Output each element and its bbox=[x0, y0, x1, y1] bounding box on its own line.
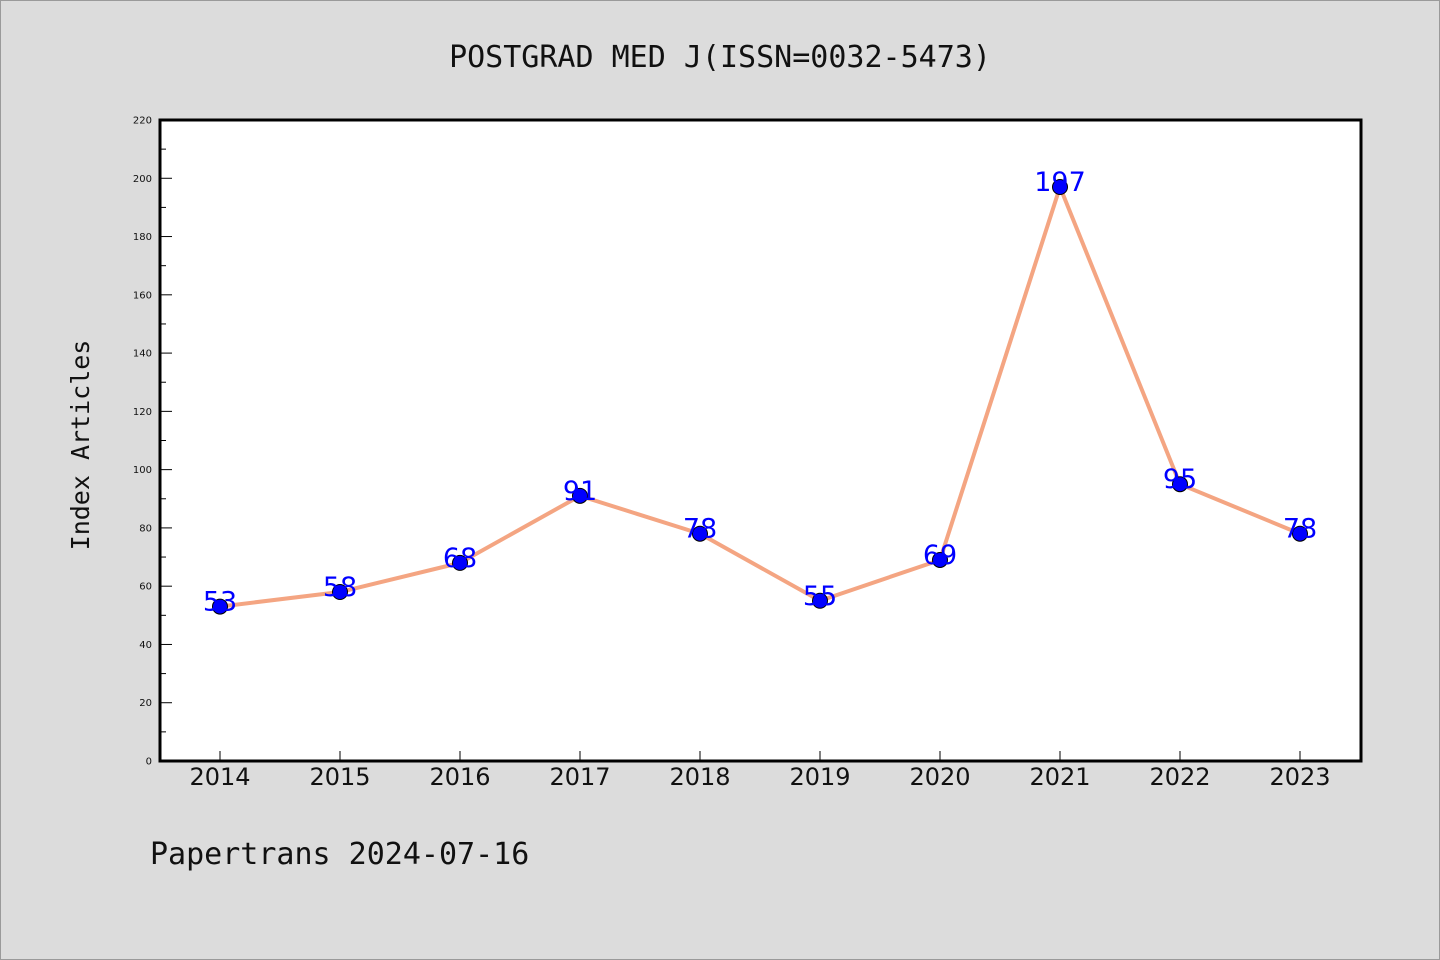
series-line bbox=[219, 185, 1301, 609]
y-tick-label: 200 bbox=[133, 174, 152, 185]
y-tick-label: 20 bbox=[139, 698, 152, 709]
x-tick-label: 2017 bbox=[549, 763, 610, 791]
y-tick-label: 60 bbox=[139, 582, 152, 593]
x-axis: 2014 2015 2016 2017 2018 2019 2020 2021 2022 2023 bbox=[189, 751, 1331, 791]
data-point bbox=[1172, 476, 1188, 493]
data-label: 78 bbox=[1283, 514, 1317, 545]
data-label: 55 bbox=[803, 581, 837, 612]
x-tick-label: 2019 bbox=[789, 763, 850, 791]
y-tick-label: 160 bbox=[133, 290, 152, 301]
x-tick-label: 2021 bbox=[1029, 763, 1090, 791]
plot-area bbox=[158, 118, 1363, 763]
x-tick-label: 2018 bbox=[669, 763, 730, 791]
data-point bbox=[572, 487, 588, 504]
data-point bbox=[932, 551, 948, 568]
data-point bbox=[812, 592, 828, 609]
data-label: 53 bbox=[203, 587, 237, 618]
y-tick-label: 100 bbox=[133, 465, 152, 476]
data-label: 95 bbox=[1163, 464, 1197, 495]
data-label: 69 bbox=[923, 540, 957, 571]
y-axis-label: Index Articles bbox=[66, 340, 95, 551]
data-label: 68 bbox=[443, 543, 477, 574]
x-tick-label: 2020 bbox=[909, 763, 970, 791]
data-label: 78 bbox=[683, 514, 717, 545]
data-point bbox=[332, 584, 348, 601]
y-tick-label: 0 bbox=[146, 757, 152, 768]
x-tick-label: 2022 bbox=[1149, 763, 1210, 791]
data-point bbox=[1292, 525, 1308, 542]
chart-title: POSTGRAD MED J(ISSN=0032-5473) bbox=[449, 40, 991, 75]
data-label: 197 bbox=[1034, 167, 1086, 198]
data-point bbox=[212, 598, 228, 615]
footer-watermark: Papertrans 2024-07-16 bbox=[150, 837, 529, 872]
y-tick-label: 120 bbox=[133, 407, 152, 418]
y-tick-label: 140 bbox=[133, 349, 152, 360]
y-tick-label: 80 bbox=[139, 523, 152, 534]
data-label: 58 bbox=[323, 572, 357, 603]
y-tick-label: 220 bbox=[133, 116, 152, 127]
y-tick-label: 40 bbox=[139, 640, 152, 651]
data-point bbox=[452, 554, 468, 571]
x-tick-label: 2014 bbox=[189, 763, 250, 791]
y-tick-label: 180 bbox=[133, 232, 152, 243]
x-tick-label: 2015 bbox=[309, 763, 370, 791]
x-tick-label: 2016 bbox=[429, 763, 490, 791]
data-point bbox=[1052, 179, 1068, 196]
data-point bbox=[692, 525, 708, 542]
series-index-articles: 53 58 68 91 78 55 69 197 95 78 bbox=[203, 167, 1317, 618]
y-axis: 0 20 40 60 80 100 120 140 160 180 200 220 bbox=[133, 116, 172, 768]
x-tick-label: 2023 bbox=[1269, 763, 1330, 791]
data-label: 91 bbox=[563, 476, 597, 507]
